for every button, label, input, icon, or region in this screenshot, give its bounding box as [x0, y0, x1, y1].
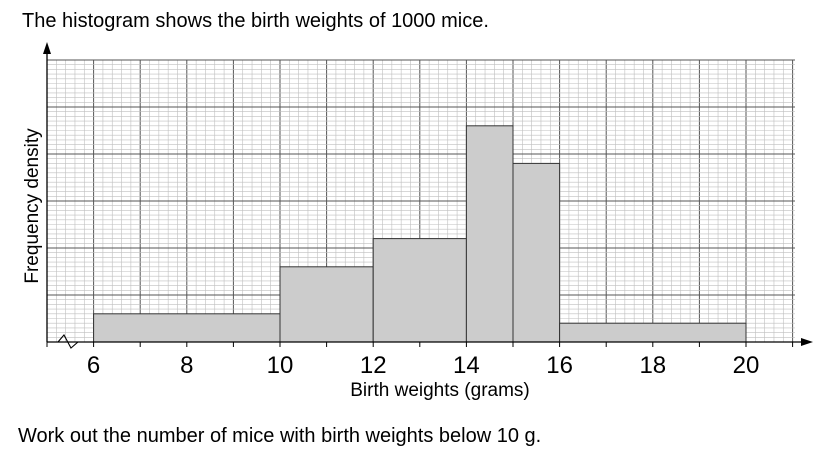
- x-tick-label: 8: [180, 352, 193, 379]
- histogram-bar-12-14: [372, 238, 467, 343]
- x-tick-label: 20: [733, 352, 760, 379]
- x-axis-label: Birth weights (grams): [350, 380, 530, 401]
- x-tick-label: 18: [639, 352, 666, 379]
- histogram-bar-10-12: [279, 266, 374, 343]
- x-tick-label: 14: [453, 352, 480, 379]
- axis-break-icon: [57, 334, 79, 349]
- axes: [43, 42, 813, 349]
- x-tick-label: 16: [546, 352, 573, 379]
- x-tick-label: 10: [267, 352, 294, 379]
- histogram-bar-15-16: [512, 162, 561, 343]
- x-ticks: 6 8 10 12 14 16 18 20: [46, 342, 794, 379]
- question-text: The histogram shows the birth weights of…: [22, 10, 489, 32]
- bars: [93, 125, 747, 343]
- x-tick-label: 12: [360, 352, 387, 379]
- histogram-bar-6-10: [93, 313, 281, 343]
- task-text: Work out the number of mice with birth w…: [18, 425, 542, 447]
- y-axis-label: Frequency density: [22, 128, 43, 284]
- histogram-chart: 6 8 10 12 14 16 18 20 Birth weights (grams) Fre…: [22, 42, 813, 401]
- x-axis-arrow: [801, 338, 813, 346]
- histogram-bar-14-15: [465, 125, 514, 343]
- histogram-bar-16-20: [559, 322, 747, 343]
- x-tick-label: 6: [87, 352, 100, 379]
- y-axis-arrow: [43, 42, 51, 54]
